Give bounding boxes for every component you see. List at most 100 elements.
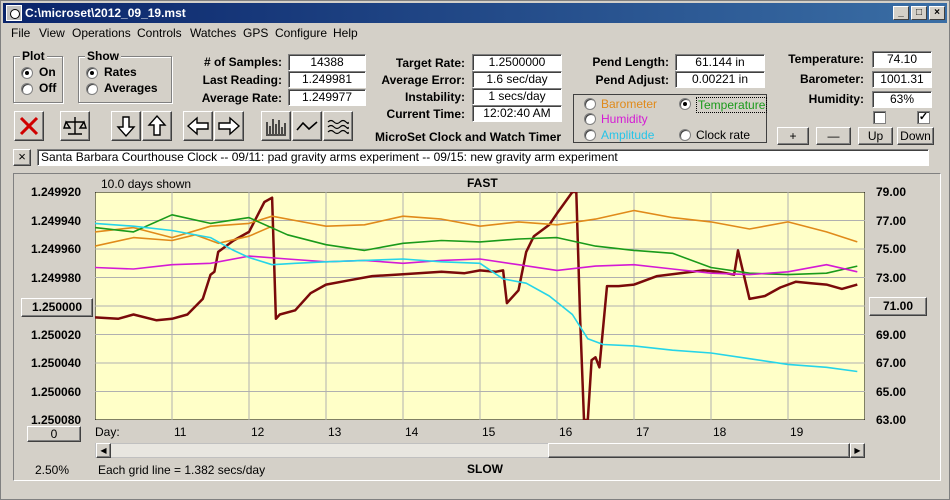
series-line-0	[95, 192, 858, 420]
amplitude-radio[interactable]	[584, 129, 596, 141]
x-tick-label: 17	[636, 425, 650, 439]
clock-rate-radio[interactable]	[679, 129, 691, 141]
stop-button[interactable]	[14, 111, 44, 141]
fast-label: FAST	[467, 176, 498, 190]
move-right-button[interactable]	[214, 111, 244, 141]
show-averages-radio[interactable]	[86, 83, 98, 95]
temperature-radio[interactable]	[679, 98, 691, 110]
amplitude-option-label[interactable]: Amplitude	[601, 128, 655, 142]
left-axis-center-button[interactable]: 1.250000	[21, 298, 93, 317]
menu-watches[interactable]: Watches	[190, 26, 237, 40]
balance-button[interactable]	[60, 111, 90, 141]
menu-file[interactable]: File	[11, 26, 31, 40]
move-left-button[interactable]	[183, 111, 213, 141]
x-tick-label: 15	[482, 425, 496, 439]
minimize-button[interactable]: _	[893, 6, 909, 20]
title-bar[interactable]: C:\microset\2012_09_19.mst _ □ ×	[3, 3, 947, 23]
clock-rate-option-label[interactable]: Clock rate	[696, 128, 751, 142]
overlay-options-box	[573, 94, 767, 143]
arrow-up-icon	[147, 114, 167, 136]
last-reading-label: Last Reading:	[202, 73, 282, 87]
x-tick-label: 18	[713, 425, 727, 439]
description-close-button[interactable]: ×	[13, 149, 31, 166]
instability-label: Instability:	[404, 90, 465, 104]
humidity-option-label[interactable]: Humidity	[601, 112, 648, 126]
menu-gps[interactable]: GPS	[243, 26, 269, 40]
description-field[interactable]: Santa Barbara Courthouse Clock -- 09/11:…	[37, 149, 929, 166]
humidity-field: 63%	[872, 91, 932, 108]
arrow-down-icon	[116, 116, 136, 138]
show-averages-label[interactable]: Averages	[104, 81, 158, 95]
close-button[interactable]: ×	[929, 6, 945, 20]
days-shown-label: 10.0 days shown	[101, 177, 192, 191]
env-checkbox-right[interactable]: ✓	[917, 111, 930, 124]
x-icon	[19, 116, 39, 136]
app-title: MicroSet Clock and Watch Timer	[375, 130, 562, 144]
left-tick-label: 1.250040	[31, 356, 82, 370]
menu-controls[interactable]: Controls	[137, 26, 182, 40]
pend-length-label: Pend Length:	[592, 55, 669, 69]
show-rates-label[interactable]: Rates	[104, 65, 137, 79]
line-plot-button[interactable]	[292, 111, 322, 141]
menu-operations[interactable]: Operations	[72, 26, 131, 40]
plot-off-radio[interactable]	[21, 83, 33, 95]
instability-field: 1 secs/day	[472, 88, 562, 105]
show-group: Show	[78, 49, 172, 103]
scale-up-button[interactable]: Up	[858, 127, 893, 145]
plot-on-radio[interactable]	[21, 67, 33, 79]
last-reading-field: 1.249981	[288, 71, 366, 88]
move-down-button[interactable]	[111, 111, 141, 141]
scroll-left-button[interactable]: ◀	[96, 443, 111, 458]
chart-grid	[95, 192, 865, 420]
wave-icon	[327, 119, 349, 135]
average-error-field: 1.6 sec/day	[472, 71, 562, 88]
wave-plot-button[interactable]	[323, 111, 353, 141]
plot-on-label[interactable]: On	[39, 65, 56, 79]
rate-chart[interactable]	[95, 192, 865, 420]
barometer-radio[interactable]	[584, 98, 596, 110]
temperature-option-label[interactable]: Temperature	[696, 97, 768, 113]
histogram-button[interactable]	[261, 111, 291, 141]
series-line-3	[95, 214, 858, 276]
scales-icon	[63, 117, 87, 135]
env-checkbox-left[interactable]	[873, 111, 886, 124]
day-label: Day:	[95, 425, 120, 439]
samples-field: 14388	[288, 54, 366, 71]
move-up-button[interactable]	[142, 111, 172, 141]
chart-series	[95, 192, 858, 420]
target-rate-field[interactable]: 1.2500000	[472, 54, 562, 71]
offset-button[interactable]: 0	[27, 426, 81, 442]
current-time-label: Current Time:	[386, 107, 465, 121]
barometer-option-label[interactable]: Barometer	[601, 97, 658, 111]
scale-plus-button[interactable]: +	[777, 127, 809, 145]
humidity-radio[interactable]	[584, 113, 596, 125]
menu-configure[interactable]: Configure	[275, 26, 328, 40]
show-rates-radio[interactable]	[86, 67, 98, 79]
scale-minus-button[interactable]: —	[816, 127, 851, 145]
plot-group-label: Plot	[20, 49, 47, 63]
samples-label: # of Samples:	[203, 55, 282, 69]
app-icon[interactable]	[6, 5, 22, 21]
scroll-thumb[interactable]	[548, 443, 850, 458]
menu-view[interactable]: View	[39, 26, 65, 40]
left-tick-label: 1.249940	[31, 213, 82, 228]
pend-adjust-label: Pend Adjust:	[595, 73, 669, 87]
plot-frame	[13, 173, 941, 481]
time-scrollbar[interactable]: ◀ ▶	[95, 443, 865, 458]
percent-label: 2.50%	[35, 463, 70, 477]
right-tick-label: 67.00	[876, 356, 907, 370]
arrow-left-icon	[186, 116, 209, 136]
right-axis-center-button[interactable]: 71.00	[869, 297, 927, 316]
series-line-1	[95, 209, 858, 243]
pend-length-field[interactable]: 61.144 in	[675, 54, 765, 71]
menu-help[interactable]: Help	[333, 26, 358, 40]
plot-off-label[interactable]: Off	[39, 81, 57, 95]
right-tick-label: 69.00	[876, 327, 907, 342]
scale-down-button[interactable]: Down	[897, 127, 934, 145]
left-tick-label: 1.249920	[31, 185, 82, 199]
maximize-button[interactable]: □	[911, 6, 927, 20]
left-tick-label: 1.249980	[31, 270, 82, 285]
temperature-label: Temperature:	[788, 52, 864, 66]
scroll-right-button[interactable]: ▶	[850, 443, 865, 458]
